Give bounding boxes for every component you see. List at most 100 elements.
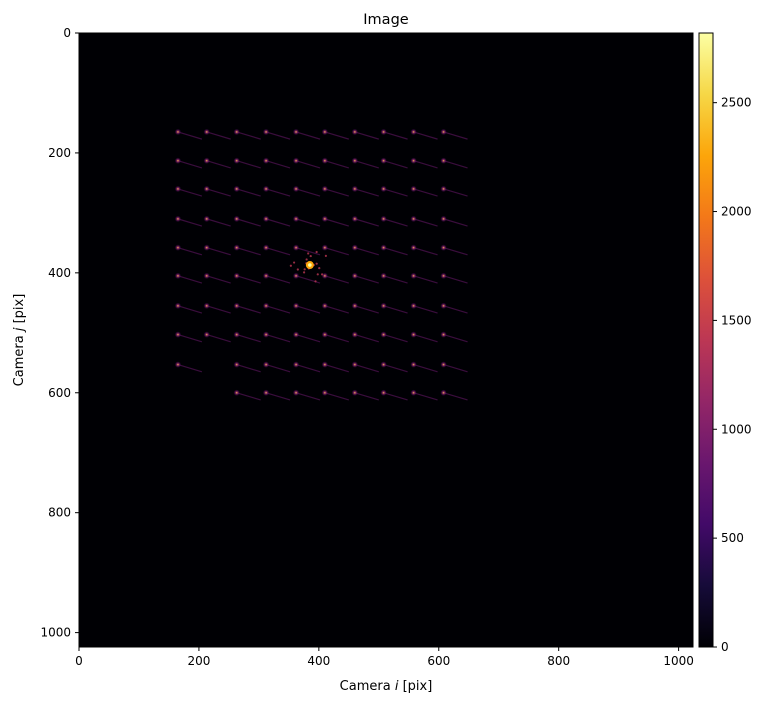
- spot: [174, 272, 182, 280]
- spot: [233, 302, 240, 310]
- spot: [292, 157, 300, 164]
- spot-streak: [295, 364, 321, 373]
- y-tick-label: 200: [48, 146, 71, 160]
- spot: [440, 215, 447, 223]
- spot-streak: [265, 334, 291, 343]
- spot: [321, 389, 329, 396]
- scatter-speckle: [292, 261, 296, 264]
- spot: [380, 244, 387, 251]
- spot: [410, 361, 417, 368]
- spot-streak: [295, 334, 321, 343]
- y-axis-label-unit: [pix]: [12, 294, 27, 324]
- spot-streak: [206, 218, 231, 227]
- y-axis-ticks: 0 200 400 600 800 1000: [40, 26, 79, 640]
- spot-streak: [413, 275, 438, 284]
- spot: [203, 331, 210, 338]
- image-area: [79, 33, 693, 647]
- colorbar-tick-label: 1000: [721, 422, 752, 436]
- spot-streak: [236, 188, 261, 197]
- spot-streak: [295, 392, 321, 401]
- spot-streak: [206, 188, 231, 197]
- spot-streak: [354, 364, 379, 373]
- x-axis-label-unit: [pix]: [403, 679, 433, 694]
- spot-streak: [383, 247, 408, 256]
- spot-streak: [324, 392, 349, 401]
- spot-streak: [265, 275, 291, 284]
- spot: [233, 215, 240, 223]
- spot-streak: [177, 247, 203, 256]
- spot-streak: [236, 218, 261, 227]
- spot: [410, 331, 417, 338]
- spot: [410, 185, 417, 193]
- spot: [292, 361, 300, 368]
- spot: [380, 215, 387, 223]
- spot-streak: [324, 305, 349, 314]
- spot: [351, 244, 359, 251]
- spot: [233, 331, 240, 338]
- spot: [351, 215, 359, 223]
- spot: [233, 157, 240, 164]
- spot: [321, 185, 329, 193]
- spot-streak: [206, 131, 231, 140]
- scatter-speckle: [296, 268, 299, 271]
- spot-streak: [413, 364, 438, 373]
- spot: [380, 272, 387, 280]
- spot: [174, 128, 182, 136]
- spot-streak: [354, 218, 379, 227]
- spot: [380, 389, 387, 396]
- spot: [262, 215, 270, 223]
- scatter-speckle: [315, 250, 318, 254]
- spot: [380, 157, 387, 164]
- spot-streak: [236, 305, 261, 314]
- spot-streak: [443, 160, 468, 169]
- spot: [321, 128, 329, 136]
- spot-streak: [383, 131, 408, 140]
- spot: [174, 185, 182, 193]
- spot: [292, 244, 300, 251]
- spot-streak: [443, 218, 468, 227]
- spot: [410, 128, 417, 136]
- y-axis-label-text: Camera: [12, 335, 27, 386]
- spot-streak: [413, 160, 438, 169]
- spot: [410, 244, 417, 251]
- x-tick-label: 400: [307, 654, 330, 668]
- spot-streak: [236, 275, 261, 284]
- spot: [440, 302, 447, 310]
- scatter-speckle: [309, 254, 312, 258]
- spot-streak: [354, 247, 379, 256]
- spot-streak: [383, 160, 408, 169]
- scatter-speckle: [303, 268, 306, 271]
- x-tick-label: 200: [187, 654, 210, 668]
- spot-streak: [236, 392, 261, 401]
- spot-streak: [413, 392, 438, 401]
- spot: [321, 157, 329, 164]
- scatter-speckle: [305, 258, 308, 261]
- spot-streak: [383, 188, 408, 197]
- scatter-speckle: [318, 267, 321, 270]
- spot: [351, 331, 359, 338]
- spot-streak: [413, 247, 438, 256]
- spot: [292, 128, 300, 136]
- spot-streak: [354, 305, 379, 314]
- spot-streak: [295, 305, 321, 314]
- spot-streak: [177, 305, 203, 314]
- colorbar-tick-label: 2500: [721, 96, 752, 110]
- spot-streak: [324, 188, 349, 197]
- spot: [262, 361, 270, 368]
- spot: [321, 244, 329, 251]
- spot: [262, 157, 270, 164]
- colorbar: [698, 32, 714, 648]
- spot: [233, 389, 240, 396]
- spot-streak: [265, 364, 291, 373]
- spot-streak: [443, 364, 468, 373]
- spot-streak: [236, 131, 261, 140]
- spot-streak: [265, 160, 291, 169]
- spot: [203, 272, 210, 280]
- spot: [380, 185, 387, 193]
- spot-streak: [354, 334, 379, 343]
- spot-streak: [295, 218, 321, 227]
- spot-streak: [295, 160, 321, 169]
- spot-streak: [206, 160, 231, 169]
- spot-streak: [206, 305, 231, 314]
